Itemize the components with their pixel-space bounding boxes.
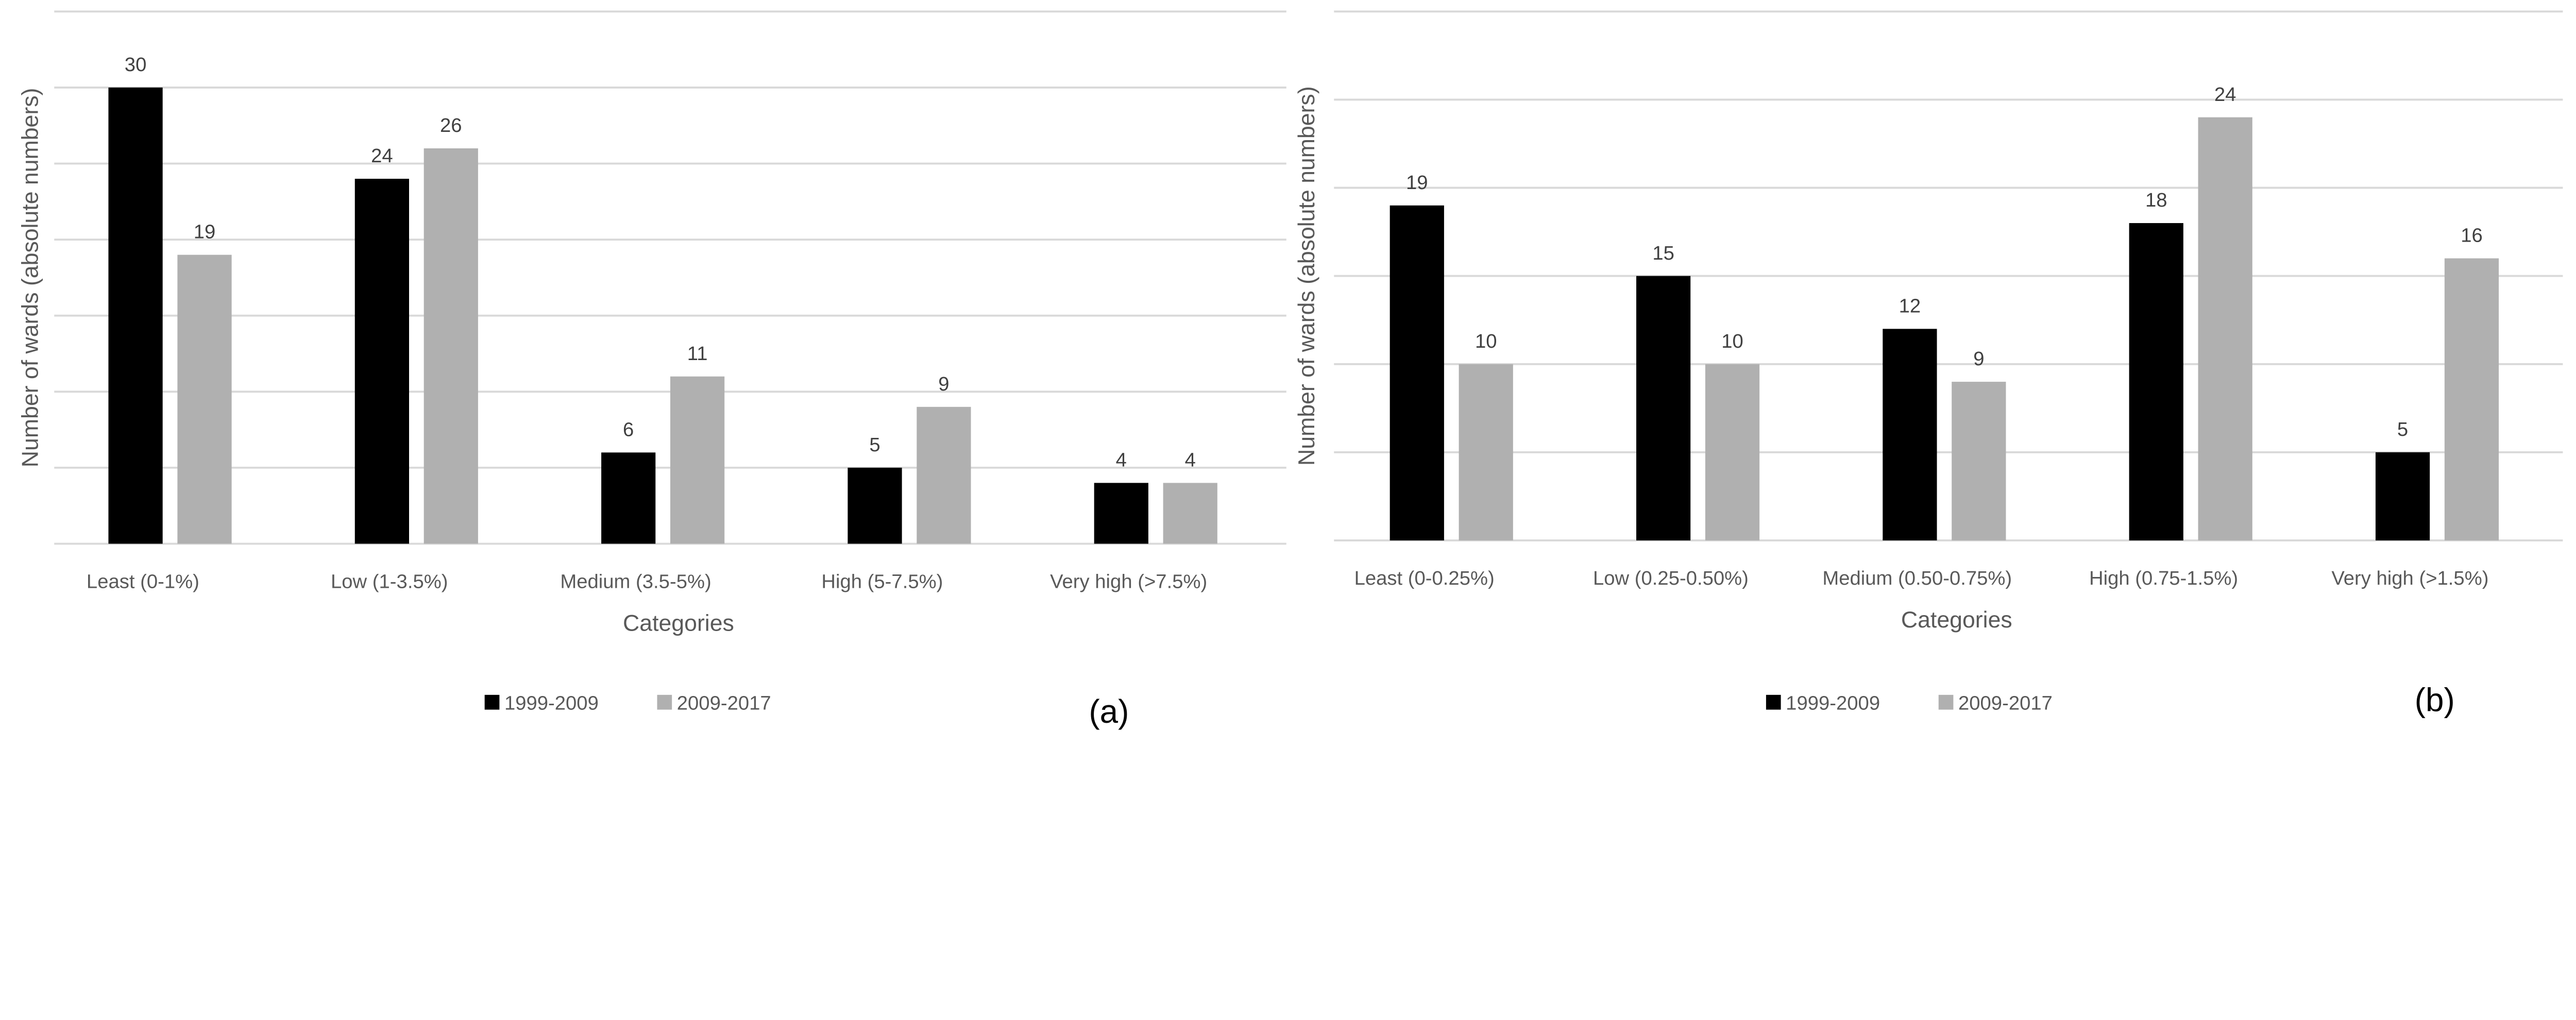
category-label: High (0.75-1.5%) (2089, 567, 2238, 589)
bar-1999-2009 (601, 452, 656, 544)
bar-1999-2009 (108, 87, 163, 544)
y-axis-title: Number of wards (absolute numbers) (18, 88, 43, 468)
category-label: Medium (0.50-0.75%) (1822, 567, 2012, 589)
legend-label: 1999-2009 (504, 692, 599, 715)
data-label: 18 (2145, 189, 2167, 211)
bar-1999-2009 (1094, 483, 1148, 544)
category-label: Very high (>1.5%) (2331, 567, 2488, 589)
legend-swatch (657, 694, 672, 710)
category-label: Least (0-0.25%) (1354, 567, 1495, 589)
panel-label: (a) (1089, 693, 1129, 730)
data-label: 26 (440, 114, 462, 137)
data-label: 5 (2397, 418, 2408, 440)
bar-2009-2017 (177, 254, 232, 544)
bar-2009-2017 (2444, 258, 2499, 541)
data-label: 9 (938, 373, 949, 395)
category-label: Low (0.25-0.50%) (1593, 567, 1749, 589)
bar-1999-2009 (2129, 223, 2183, 541)
chart-b: 19 10 Least (0-0.25%) 15 10 Low (0.25-0.50%) 1… (1294, 10, 2563, 719)
x-axis-title: Categories (1901, 607, 2012, 633)
bar-1999-2009 (354, 179, 409, 544)
legend-label: 2009-2017 (1958, 692, 2053, 715)
data-label: 9 (1973, 348, 1984, 370)
bar-2009-2017 (670, 376, 725, 544)
category-label: High (5-7.5%) (821, 571, 943, 593)
bar-1999-2009 (1636, 276, 1691, 541)
data-label: 4 (1185, 449, 1196, 471)
data-label: 30 (125, 54, 147, 76)
data-label: 6 (623, 418, 634, 440)
bar-1999-2009 (848, 467, 902, 544)
data-label: 16 (2461, 225, 2483, 247)
bar-2009-2017 (423, 148, 478, 544)
data-label: 19 (194, 221, 216, 243)
bar-2009-2017 (1163, 483, 1217, 544)
bar-2009-2017 (1459, 364, 1513, 541)
legend-swatch (1766, 694, 1781, 710)
bar-1999-2009 (2375, 452, 2430, 541)
chart-a: 30 19 Least (0-1%) 24 26 Low (1-3.5%) 6 11 Mediu… (18, 10, 1286, 730)
panel-label: (b) (2415, 682, 2455, 719)
data-label: 10 (1721, 330, 1743, 352)
legend: 1999-2009 2009-2017 (484, 692, 771, 715)
bar-2009-2017 (1952, 382, 2006, 541)
figure: 30 19 Least (0-1%) 24 26 Low (1-3.5%) 6 11 Mediu… (18, 10, 2563, 730)
data-label: 5 (869, 434, 880, 456)
legend-label: 1999-2009 (1786, 692, 1880, 715)
category-label: Very high (>7.5%) (1050, 571, 1207, 593)
bar-2009-2017 (1705, 364, 1760, 541)
data-label: 11 (687, 343, 708, 365)
legend-label: 2009-2017 (677, 692, 771, 715)
data-label: 15 (1652, 242, 1674, 264)
y-axis-title: Number of wards (absolute numbers) (1294, 86, 1319, 466)
data-label: 12 (1899, 295, 1921, 317)
data-label: 24 (2214, 83, 2236, 106)
legend-swatch (1938, 694, 1954, 710)
bar-2009-2017 (917, 406, 971, 544)
bar-2009-2017 (2198, 117, 2252, 541)
category-label: Low (1-3.5%) (331, 571, 448, 593)
data-label: 10 (1475, 330, 1497, 352)
data-label: 19 (1406, 172, 1428, 194)
legend: 1999-2009 2009-2017 (1766, 692, 2053, 715)
data-label: 4 (1116, 449, 1127, 471)
data-label: 24 (371, 145, 393, 167)
legend-swatch (484, 694, 500, 710)
bar-1999-2009 (1389, 205, 1444, 541)
category-label: Least (0-1%) (87, 571, 199, 593)
bar-1999-2009 (1883, 329, 1937, 541)
category-label: Medium (3.5-5%) (560, 571, 711, 593)
x-axis-title: Categories (623, 610, 734, 636)
